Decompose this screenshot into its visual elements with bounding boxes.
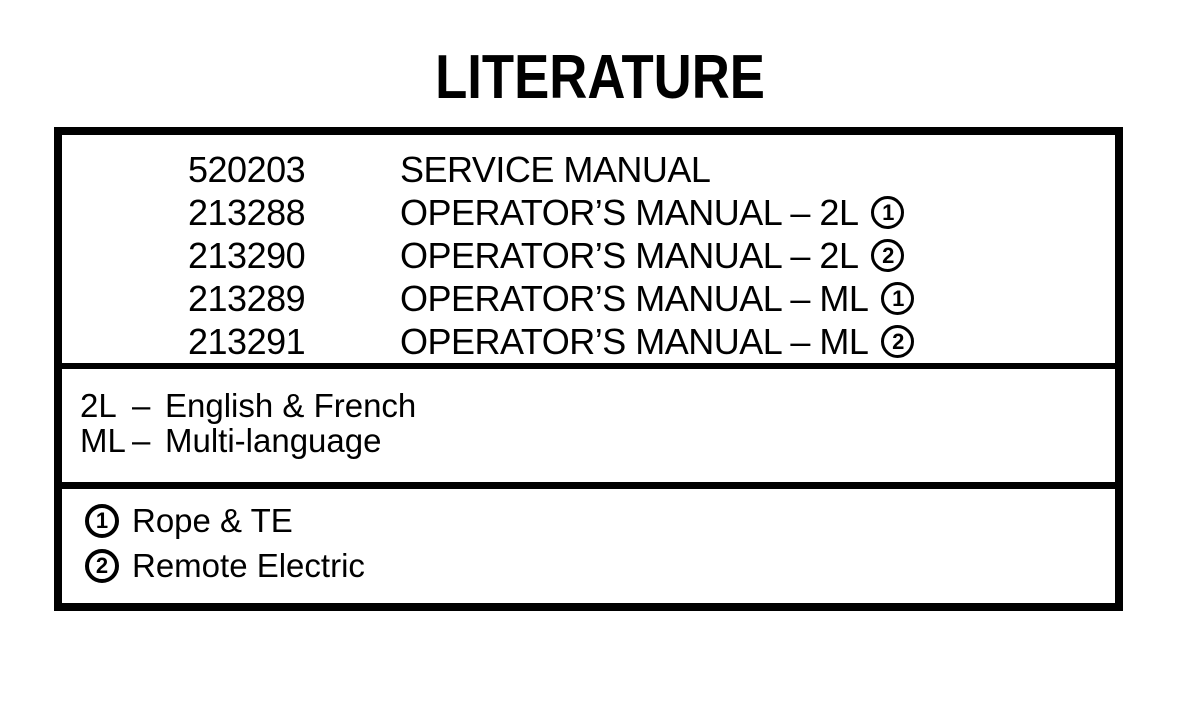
- part-number: 213291: [188, 320, 306, 362]
- footnote-row: 1 Rope & TE: [85, 498, 1115, 543]
- section-divider: [62, 482, 1115, 489]
- table-row: 520203 SERVICE MANUAL: [62, 148, 1115, 191]
- legend-dash: –: [132, 387, 151, 424]
- part-description: OPERATOR’S MANUAL – ML 2: [400, 320, 915, 363]
- legend-code: ML: [80, 422, 126, 459]
- legend-code: 2L: [80, 387, 117, 424]
- footnote-row: 2 Remote Electric: [85, 543, 1115, 588]
- part-description-text: OPERATOR’S MANUAL – 2L: [400, 234, 859, 276]
- circled-number-icon: 1: [871, 196, 905, 229]
- legend-row: ML – Multi-language: [80, 423, 1115, 458]
- table-row: 213290 OPERATOR’S MANUAL – 2L 2: [62, 234, 1115, 277]
- section-divider: [62, 363, 1115, 369]
- footnotes-section: 1 Rope & TE 2 Remote Electric: [62, 489, 1115, 603]
- footnote-text: Rope & TE: [132, 501, 293, 539]
- part-number: 213288: [188, 191, 306, 233]
- table-row: 213291 OPERATOR’S MANUAL – ML 2: [62, 320, 1115, 363]
- part-description-text: OPERATOR’S MANUAL – ML: [400, 277, 869, 319]
- part-description: OPERATOR’S MANUAL – ML 1: [400, 277, 915, 320]
- legend-row: 2L – English & French: [80, 388, 1115, 423]
- table-row: 213289 OPERATOR’S MANUAL – ML 1: [62, 277, 1115, 320]
- legend-meaning: Multi-language: [165, 422, 382, 459]
- part-description-text: SERVICE MANUAL: [400, 148, 711, 190]
- page-title: LITERATURE: [0, 42, 1181, 113]
- footnote-text: Remote Electric: [132, 546, 365, 584]
- circled-number-icon: 2: [871, 239, 905, 272]
- part-number: 520203: [188, 148, 306, 190]
- part-description: OPERATOR’S MANUAL – 2L 1: [400, 191, 905, 234]
- part-description-text: OPERATOR’S MANUAL – 2L: [400, 191, 859, 233]
- legend-section: 2L – English & French ML – Multi-languag…: [62, 369, 1115, 482]
- part-description: SERVICE MANUAL: [400, 148, 711, 191]
- parts-table-section: 520203 SERVICE MANUAL 213288 OPERATOR’S …: [62, 135, 1115, 363]
- part-description: OPERATOR’S MANUAL – 2L 2: [400, 234, 905, 277]
- part-number: 213289: [188, 277, 306, 319]
- circled-number-icon: 1: [85, 503, 119, 538]
- legend-dash: –: [132, 422, 151, 459]
- literature-box: 520203 SERVICE MANUAL 213288 OPERATOR’S …: [54, 127, 1123, 611]
- circled-number-icon: 2: [881, 325, 915, 358]
- legend-meaning: English & French: [165, 387, 417, 424]
- table-row: 213288 OPERATOR’S MANUAL – 2L 1: [62, 191, 1115, 234]
- circled-number-icon: 2: [85, 548, 119, 583]
- circled-number-icon: 1: [881, 282, 915, 315]
- part-number: 213290: [188, 234, 306, 276]
- page-title-text: LITERATURE: [435, 43, 765, 112]
- part-description-text: OPERATOR’S MANUAL – ML: [400, 320, 869, 362]
